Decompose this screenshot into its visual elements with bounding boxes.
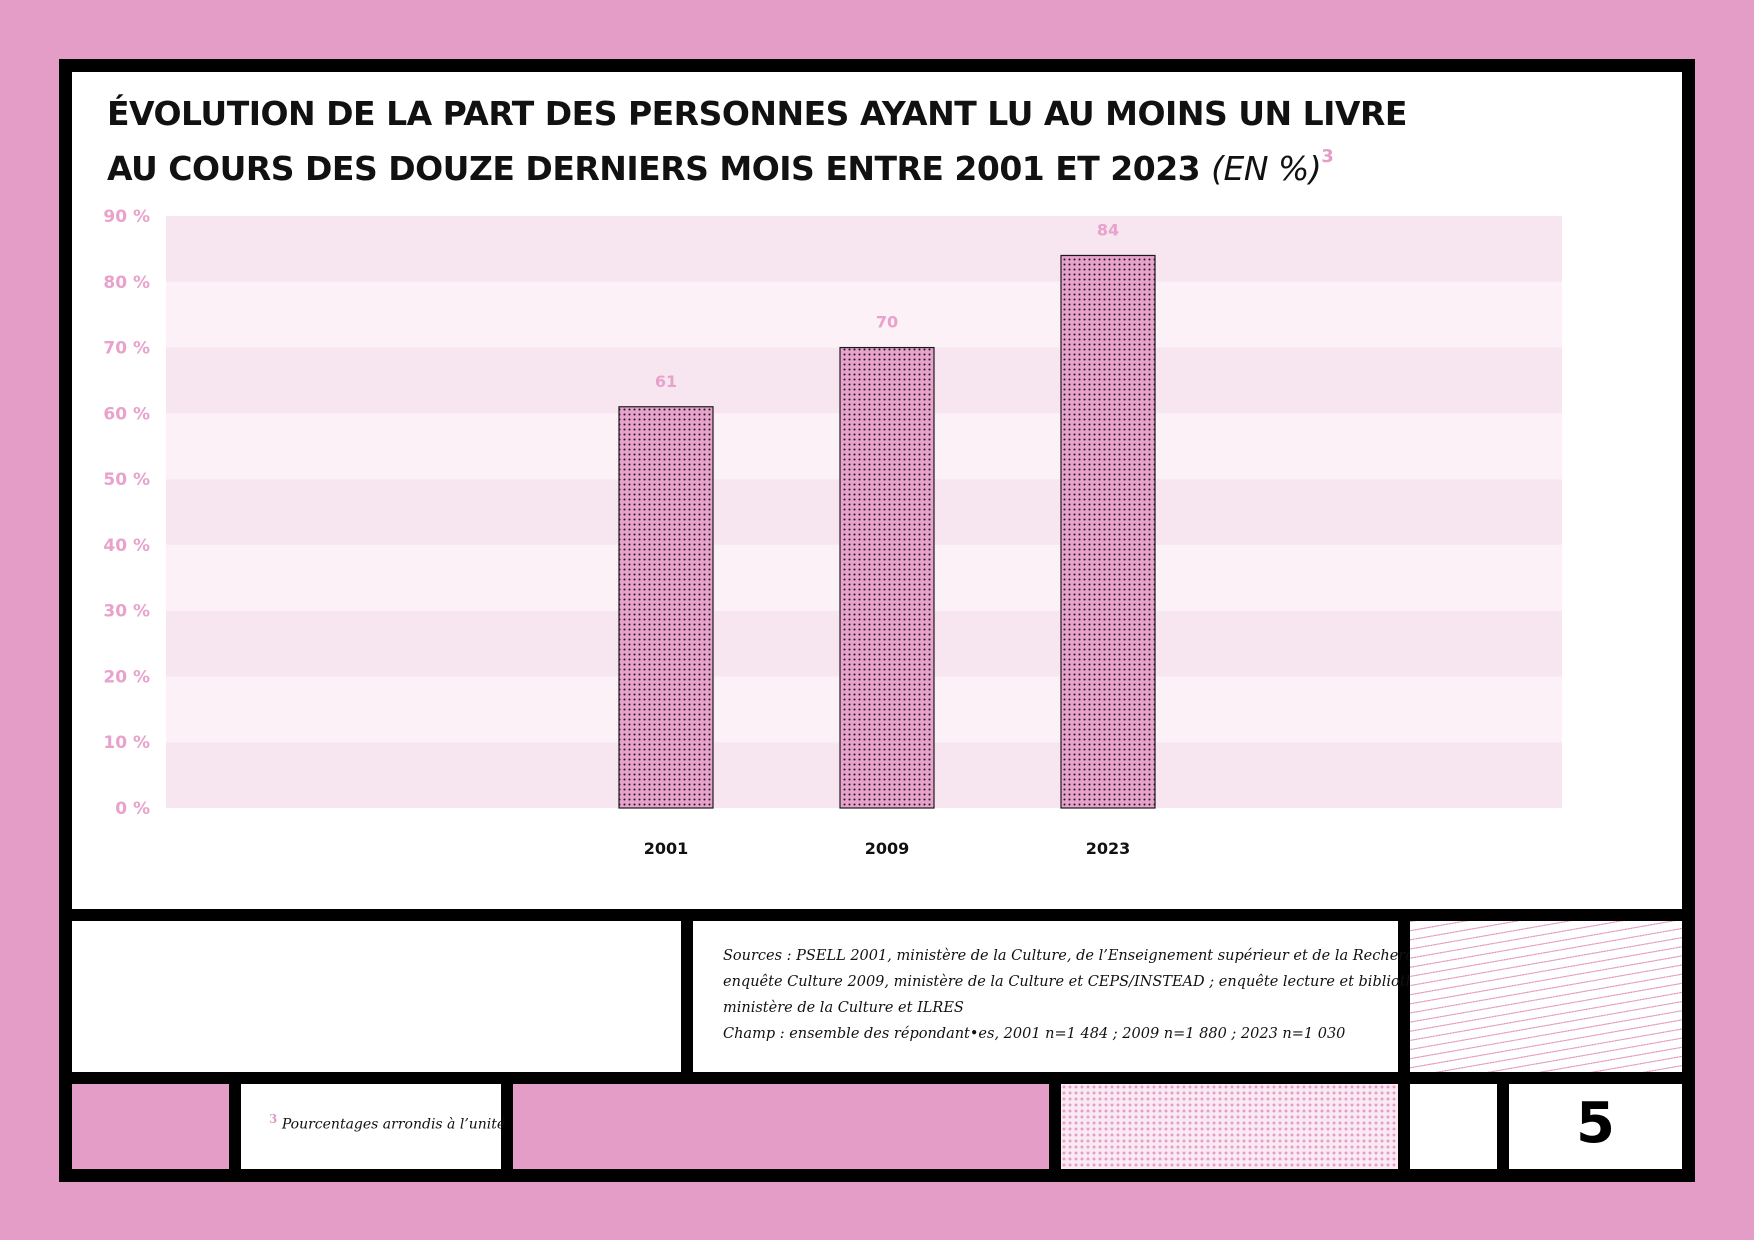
sources-line: ministère de la Culture et ILRES	[723, 1000, 964, 1016]
chart-panel: Évolution de la part des personnes ayant…	[72, 72, 1682, 909]
y-tick-label: 20 %	[103, 667, 150, 687]
sources-line: enquête Culture 2009, ministère de la Cu…	[723, 974, 1505, 990]
y-tick-label: 40 %	[103, 536, 150, 556]
y-tick-label: 0 %	[115, 799, 150, 819]
x-tick-label: 2023	[1086, 839, 1131, 858]
y-tick-label: 50 %	[103, 470, 150, 490]
grid-band	[166, 216, 1562, 282]
wave-pattern-tile	[1410, 921, 1682, 1072]
sources-text: Sources : PSELL 2001, ministère de la Cu…	[723, 943, 1582, 1047]
title-unit: (en %)	[1211, 149, 1322, 188]
title-line-1: Évolution de la part des personnes ayant…	[107, 94, 1407, 133]
grid-band	[166, 281, 1562, 348]
footnote-body: Pourcentages arrondis à l’unité	[281, 1116, 506, 1133]
bar-2001	[618, 406, 714, 809]
y-tick-label: 70 %	[103, 339, 150, 359]
bar-chart: 0 %10 %20 %30 %40 %50 %60 %70 %80 %90 % …	[103, 207, 1562, 858]
title-footnote-ref: 3	[1321, 146, 1334, 167]
bar-2023	[1060, 254, 1156, 809]
chart-title: Évolution de la part des personnes ayant…	[107, 92, 1407, 190]
footnote-panel: 3 Pourcentages arrondis à l’unité	[241, 1084, 505, 1169]
x-axis-ticks: 2001 2009 2023	[644, 839, 1131, 858]
y-tick-label: 10 %	[103, 733, 150, 753]
page-number: 5	[1576, 1091, 1615, 1156]
data-labels: 61 70 84	[655, 220, 1119, 390]
sources-panel: Sources : PSELL 2001, ministère de la Cu…	[693, 921, 1581, 1072]
bars	[618, 254, 1156, 809]
page-frame: Évolution de la part des personnes ayant…	[59, 59, 1695, 1182]
blank-panel	[72, 921, 681, 1072]
footnote-marker: 3	[269, 1112, 278, 1126]
data-label: 84	[1097, 220, 1119, 239]
x-tick-label: 2009	[865, 839, 910, 858]
champ-line: Champ : ensemble des répondant•es, 2001 …	[723, 1026, 1346, 1042]
y-tick-label: 80 %	[103, 273, 150, 293]
bar-2009	[839, 346, 935, 809]
pink-tile	[513, 1084, 1049, 1169]
x-tick-label: 2001	[644, 839, 689, 858]
sources-line: Sources : PSELL 2001, ministère de la Cu…	[723, 948, 1582, 964]
page-number-panel: 5	[1509, 1084, 1682, 1169]
pink-tile	[72, 1084, 229, 1169]
data-label: 61	[655, 372, 677, 391]
y-axis-ticks: 0 % 10 % 20 % 30 % 40 % 50 % 60 % 70 % 80 % 90 %	[103, 207, 150, 819]
y-tick-label: 60 %	[103, 404, 150, 424]
footnote-text: 3 Pourcentages arrondis à l’unité	[269, 1112, 505, 1133]
y-tick-label: 30 %	[103, 602, 150, 622]
data-label: 70	[876, 313, 898, 332]
dot-pattern-tile	[1061, 1084, 1398, 1169]
blank-tile	[1410, 1084, 1497, 1169]
title-line-2: au cours des douze derniers mois entre 2…	[107, 149, 1201, 188]
y-tick-label: 90 %	[103, 207, 150, 227]
